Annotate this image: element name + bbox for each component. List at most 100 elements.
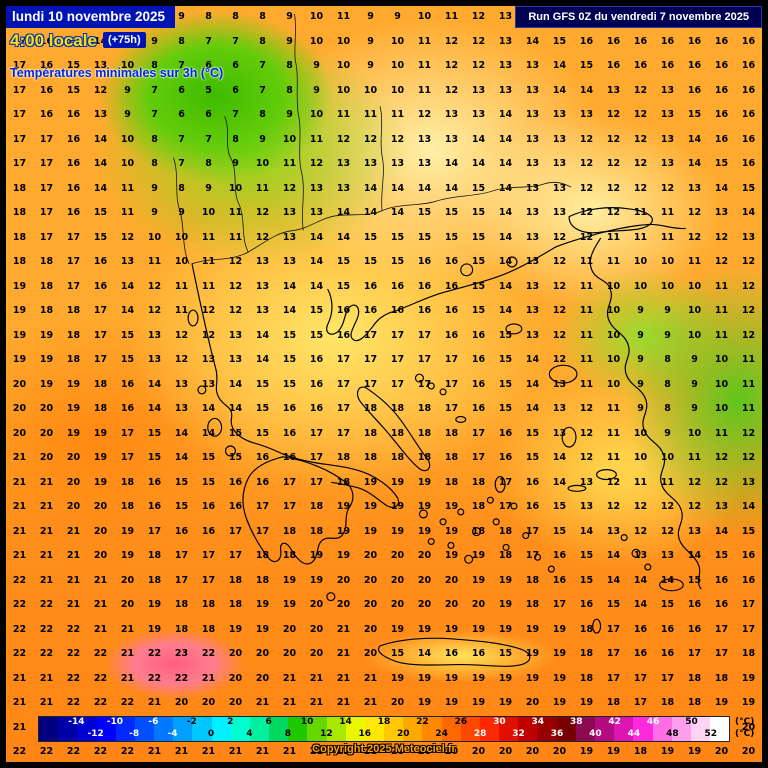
temp-value: 13 bbox=[633, 550, 648, 561]
temp-value: 20 bbox=[228, 648, 243, 659]
temp-value: 21 bbox=[12, 501, 27, 512]
scale-label: 42 bbox=[608, 717, 621, 727]
thrace-coast bbox=[554, 223, 686, 248]
temp-value: 11 bbox=[714, 305, 729, 316]
temp-value: 14 bbox=[552, 84, 567, 96]
temp-value: 16 bbox=[363, 280, 378, 292]
temp-value: 14 bbox=[687, 158, 702, 169]
temp-value: 14 bbox=[336, 207, 351, 218]
temp-value: 19 bbox=[93, 452, 108, 463]
temp-value: 12 bbox=[444, 60, 459, 71]
temp-value: 18 bbox=[498, 550, 513, 561]
scale-label: 16 bbox=[358, 729, 372, 739]
temp-value: 17 bbox=[417, 378, 432, 390]
temp-value: 12 bbox=[201, 329, 216, 341]
scale-segment bbox=[115, 717, 135, 741]
temp-value: 13 bbox=[228, 329, 243, 341]
temp-value: 21 bbox=[66, 574, 81, 586]
temp-value: 16 bbox=[444, 305, 459, 316]
temp-value: 16 bbox=[552, 550, 567, 561]
chios bbox=[561, 426, 577, 448]
temp-value: 18 bbox=[282, 550, 297, 561]
temp-value: 16 bbox=[39, 60, 54, 71]
temp-value: 18 bbox=[66, 305, 81, 316]
temp-value: 20 bbox=[282, 648, 297, 659]
temp-value: 15 bbox=[390, 648, 405, 659]
scale-label: -14 bbox=[68, 717, 85, 727]
temp-value: 15 bbox=[390, 231, 405, 243]
temp-value: 19 bbox=[255, 599, 270, 610]
temp-value: 14 bbox=[714, 182, 729, 194]
temp-value: 14 bbox=[687, 133, 702, 145]
temp-value: 22 bbox=[39, 746, 54, 757]
temp-value: 17 bbox=[93, 354, 108, 365]
temp-value: 17 bbox=[39, 133, 54, 145]
temp-value: 14 bbox=[255, 329, 270, 341]
temp-value: 17 bbox=[147, 525, 162, 537]
temp-value: 21 bbox=[363, 746, 378, 757]
temp-value: 20 bbox=[498, 746, 513, 757]
temp-value: 21 bbox=[282, 746, 297, 757]
temp-value: 22 bbox=[66, 697, 81, 708]
temp-value: 11 bbox=[417, 84, 432, 96]
temp-value: 20 bbox=[471, 746, 486, 757]
temp-value: 14 bbox=[174, 452, 189, 463]
temp-value: 19 bbox=[390, 672, 405, 684]
temp-value: 15 bbox=[255, 378, 270, 390]
temp-value: 15 bbox=[579, 60, 594, 71]
karpathos bbox=[592, 618, 602, 634]
scale-unit-top: (°C) bbox=[735, 717, 755, 727]
temp-value: 22 bbox=[120, 746, 135, 757]
temp-value: 16 bbox=[471, 403, 486, 414]
scale-label: 52 bbox=[704, 729, 718, 739]
temp-value: 10 bbox=[417, 11, 432, 22]
scale-label: -8 bbox=[129, 729, 140, 739]
scale-label: 44 bbox=[627, 729, 641, 739]
grid-row: 21 21 21 20 19 18 17 17 17 18 18 19 19 20 20 20 19 19 18 17… bbox=[6, 550, 762, 561]
temp-value: 22 bbox=[12, 574, 27, 586]
temp-value: 16 bbox=[147, 501, 162, 512]
temp-value: 15 bbox=[687, 574, 702, 586]
temp-value: 13 bbox=[606, 84, 621, 96]
temp-value: 12 bbox=[390, 133, 405, 145]
copyright-text: Copyright 2025 Meteociel.fr bbox=[312, 743, 456, 755]
temp-value: 17 bbox=[471, 452, 486, 463]
temp-value: 12 bbox=[174, 329, 189, 341]
temp-value: 18 bbox=[471, 476, 486, 488]
temp-value: 14 bbox=[336, 231, 351, 243]
temp-value: 13 bbox=[498, 84, 513, 96]
temp-value: 12 bbox=[687, 207, 702, 218]
temp-value: 14 bbox=[552, 60, 567, 71]
temp-value: 20 bbox=[444, 599, 459, 610]
temp-value: 12 bbox=[471, 11, 486, 22]
temp-value: 12 bbox=[579, 207, 594, 218]
temp-value: 13 bbox=[498, 11, 513, 22]
peloponnese bbox=[242, 456, 354, 565]
temp-value: 20 bbox=[417, 599, 432, 610]
temp-value: 17 bbox=[93, 305, 108, 316]
temp-value: 13 bbox=[552, 378, 567, 390]
temp-value: 8 bbox=[178, 182, 185, 194]
temp-value: 21 bbox=[309, 746, 324, 757]
temp-value: 19 bbox=[390, 501, 405, 512]
temp-value: 21 bbox=[12, 452, 27, 463]
temp-value: 19 bbox=[417, 672, 432, 684]
ikaria bbox=[567, 484, 587, 492]
temp-value: 18 bbox=[147, 574, 162, 586]
temp-value: 16 bbox=[579, 599, 594, 610]
temp-value: 19 bbox=[255, 623, 270, 635]
temp-value: 18 bbox=[498, 525, 513, 537]
temp-value: 13 bbox=[282, 231, 297, 243]
temp-value: 12 bbox=[606, 109, 621, 120]
temp-value: 22 bbox=[66, 746, 81, 757]
temp-value: 8 bbox=[205, 158, 212, 169]
temp-value: 18 bbox=[309, 525, 324, 537]
scale-label: 28 bbox=[473, 729, 487, 739]
border-vertical-2 bbox=[379, 106, 384, 211]
temp-value: 14 bbox=[444, 182, 459, 194]
scale-segment bbox=[364, 717, 385, 741]
temp-value: 11 bbox=[606, 427, 621, 439]
turkey-west-coast bbox=[589, 237, 702, 590]
temp-value: 15 bbox=[498, 378, 513, 390]
temp-value: 15 bbox=[147, 452, 162, 463]
